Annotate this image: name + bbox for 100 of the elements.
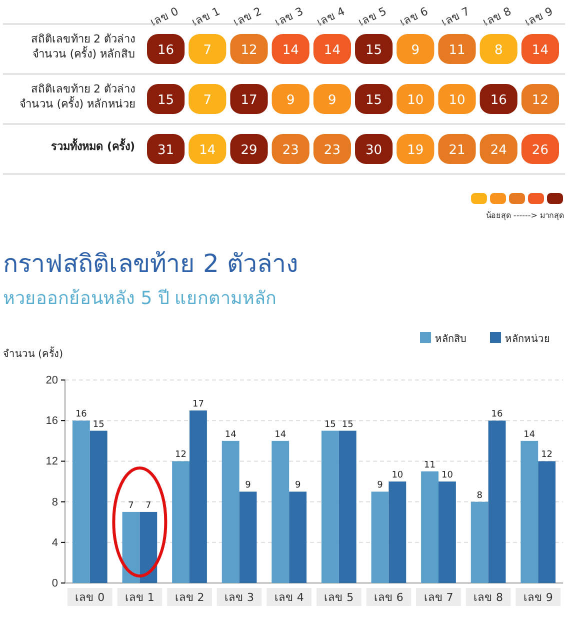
data-label: 14 — [199, 143, 216, 158]
data-label: 10 — [407, 93, 424, 108]
data-label: 7 — [203, 93, 212, 108]
x-tick-label: เลข 1 — [124, 591, 154, 604]
x-tick-label: เลข 7 — [424, 591, 454, 604]
bar — [190, 410, 207, 583]
x-tick-label: เลข 7 — [439, 4, 472, 29]
data-label: 19 — [407, 143, 424, 158]
data-label: 21 — [448, 143, 466, 158]
legend-label: หลักสิบ — [435, 334, 466, 345]
bar — [388, 482, 406, 583]
data-label: 15 — [92, 420, 104, 430]
data-label: 14 — [532, 43, 548, 58]
bar — [72, 420, 90, 583]
data-label: 16 — [491, 410, 504, 420]
data-label: 26 — [532, 143, 548, 158]
data-label: 9 — [294, 480, 301, 491]
data-label: 12 — [175, 450, 187, 460]
bar — [289, 492, 307, 583]
data-label: 17 — [192, 399, 204, 410]
chart-title: กราฟสถิติเลขท้าย 2 ตัวล่าง — [3, 249, 298, 278]
data-label: 10 — [441, 470, 454, 480]
data-label: 9 — [328, 93, 336, 108]
text: น้อยสุด ------> มากสุด — [486, 211, 564, 220]
data-label: 7 — [146, 500, 152, 511]
data-label: 15 — [366, 43, 382, 58]
x-tick-label: เลข 4 — [274, 591, 304, 604]
y-tick-label: สถิติเลขท้าย 2 ตัวล่าง จำนวน (ครั้ง) หลักหน่วย — [19, 82, 135, 110]
x-tick-label: เลข 8 — [474, 591, 504, 604]
data-label: 10 — [448, 93, 466, 108]
data-label: 15 — [158, 93, 174, 108]
data-label: 31 — [158, 143, 174, 158]
data-label: 7 — [128, 500, 134, 511]
data-label: 8 — [494, 43, 503, 58]
y-axis-title: จำนวน (ครั้ง) — [3, 346, 64, 360]
data-label: 16 — [490, 93, 507, 108]
data-label: 29 — [240, 143, 258, 158]
x-tick-label: เลข 6 — [398, 4, 430, 29]
bar — [321, 430, 339, 583]
x-tick-label: เลข 5 — [324, 591, 354, 604]
data-label: 23 — [324, 143, 340, 158]
x-tick-label: เลข 2 — [174, 591, 204, 604]
bar — [338, 430, 356, 583]
x-tick-label: เลข 6 — [374, 591, 404, 604]
x-tick-label: เลข 8 — [481, 4, 514, 29]
data-label: 9 — [245, 480, 252, 491]
y-tick-label: 20 — [46, 374, 58, 387]
data-label: 8 — [476, 490, 483, 501]
data-label: 7 — [203, 43, 212, 58]
data-label: 15 — [366, 93, 382, 108]
y-tick-label: 16 — [46, 415, 58, 428]
x-tick-label: เลข 4 — [314, 4, 347, 29]
data-label: 12 — [532, 93, 548, 108]
chart-subtitle: หวยออกย้อนหลัง 5 ปี แยกตามหลัก — [3, 288, 277, 309]
x-tick-label: เลข 2 — [231, 4, 264, 29]
y-tick-label: 0 — [52, 578, 58, 590]
x-tick-label: เลข 3 — [224, 591, 254, 604]
y-tick-label: 8 — [52, 496, 58, 508]
y-tick-label: 4 — [52, 536, 58, 549]
data-label: 12 — [240, 43, 258, 58]
data-label: 11 — [424, 460, 436, 470]
data-label: 14 — [224, 430, 237, 440]
x-tick-label: เลข 3 — [273, 4, 306, 29]
bar — [421, 471, 438, 583]
bar — [470, 502, 488, 583]
bar — [488, 420, 506, 583]
data-label: 24 — [490, 143, 507, 158]
data-label: 30 — [366, 143, 382, 158]
data-label: 14 — [274, 430, 286, 440]
x-tick-label: เลข 0 — [75, 591, 105, 604]
bar — [239, 492, 257, 583]
bar — [272, 440, 290, 583]
data-label: 9 — [411, 43, 420, 58]
bar — [438, 482, 456, 583]
data-label: 14 — [324, 43, 340, 58]
data-label: 15 — [324, 420, 336, 430]
data-label: 9 — [286, 93, 295, 108]
data-label: 12 — [541, 450, 553, 460]
x-tick-label: เลข 9 — [523, 591, 553, 604]
y-tick-label: 12 — [46, 456, 58, 468]
bar — [371, 492, 389, 583]
bar — [222, 440, 240, 583]
data-label: 16 — [158, 43, 174, 58]
bar — [538, 461, 556, 583]
data-label: 14 — [282, 43, 299, 58]
data-label: 15 — [342, 420, 354, 430]
data-label: 9 — [377, 480, 384, 491]
legend-label: หลักหน่วย — [505, 334, 550, 345]
bar — [172, 461, 190, 583]
x-tick-label: เลข 1 — [190, 4, 222, 29]
x-tick-label: เลข 0 — [148, 4, 180, 29]
data-label: 10 — [392, 470, 404, 480]
data-label: 17 — [240, 93, 258, 108]
bar — [90, 430, 108, 583]
data-label: 14 — [524, 430, 536, 440]
bar — [140, 512, 158, 583]
y-tick-label: รวมทั้งหมด (ครั้ง) — [51, 138, 135, 153]
data-label: 23 — [282, 143, 299, 158]
x-tick-label: เลข 5 — [356, 4, 388, 29]
y-tick-label: สถิติเลขท้าย 2 ตัวล่าง จำนวน (ครั้ง) หลักสิบ — [31, 32, 135, 60]
